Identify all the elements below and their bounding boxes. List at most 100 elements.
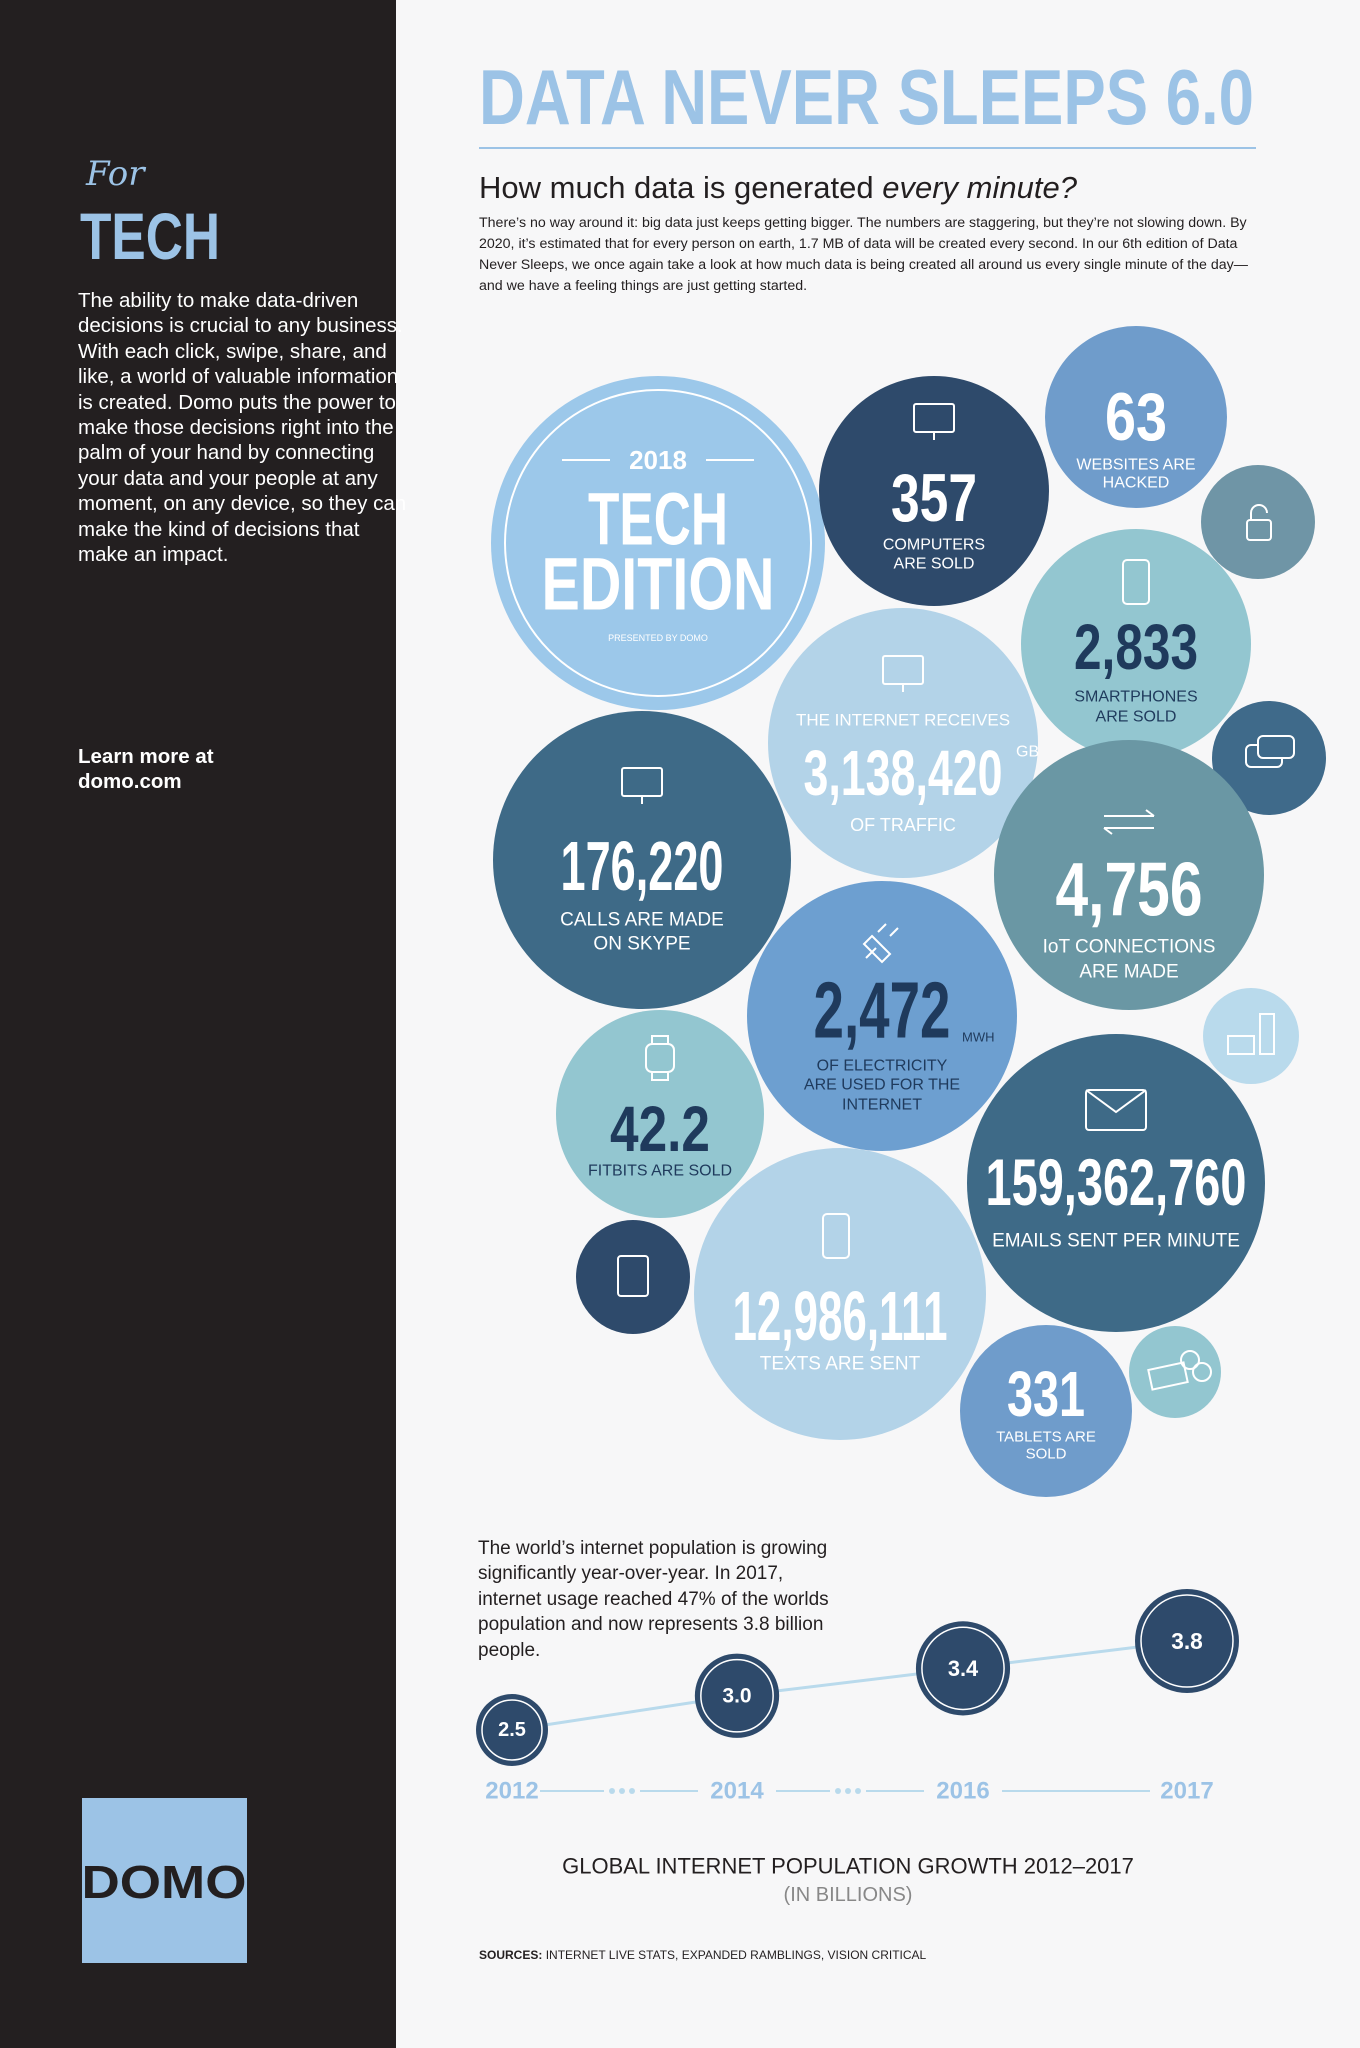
stat-label: TEXTS ARE SENT <box>760 1354 921 1375</box>
stat-label: IoT CONNECTIONS <box>1043 937 1216 958</box>
stat-circle <box>694 1148 986 1440</box>
year-label: 2017 <box>1160 1778 1213 1805</box>
growth-ring <box>1140 1594 1234 1688</box>
rule-dot <box>609 1788 615 1794</box>
stat-label: ARE SOLD <box>894 556 975 573</box>
lock-icon <box>1246 519 1272 541</box>
stat-label: ON SKYPE <box>593 934 690 955</box>
icon <box>651 1035 669 1081</box>
stat-label: FITBITS ARE SOLD <box>588 1163 732 1180</box>
year-label: 2012 <box>485 1778 538 1805</box>
stat-label: CALLS ARE MADE <box>560 910 724 931</box>
stat-circle <box>493 711 791 1009</box>
sources: SOURCES: INTERNET LIVE STATS, EXPANDED R… <box>479 1948 927 1962</box>
sidebar-title: TECH <box>80 199 220 273</box>
stat-label: INTERNET <box>842 1097 922 1114</box>
stat-label: ARE SOLD <box>1096 709 1177 726</box>
stat-circle <box>1045 326 1227 508</box>
growth-ring <box>481 1699 543 1761</box>
desktop-icon <box>1259 1013 1275 1055</box>
stat-label: ARE USED FOR THE <box>804 1077 960 1094</box>
subtitle-emphasis: every minute? <box>882 170 1077 205</box>
rule-dot <box>835 1788 841 1794</box>
rule-dot <box>845 1788 851 1794</box>
icon <box>862 923 899 964</box>
stat-number: 63 <box>1105 379 1167 455</box>
sidebar-bg <box>0 0 396 2048</box>
stat-circle <box>768 608 1038 878</box>
stat-pre: THE INTERNET RECEIVES <box>796 711 1010 730</box>
growth-point <box>476 1694 548 1766</box>
stat-label: COMPUTERS <box>883 537 985 554</box>
chart-title: GLOBAL INTERNET POPULATION GROWTH 2012–2… <box>562 1854 1134 1879</box>
lock-circle <box>1201 465 1315 579</box>
subtitle: How much data is generated every minute? <box>479 170 1078 205</box>
stat-circle <box>819 376 1049 606</box>
stat-number: 176,220 <box>561 827 724 905</box>
main-title: DATA NEVER SLEEPS 6.0 <box>479 53 1254 141</box>
sources-label: SOURCES: <box>479 1948 542 1962</box>
stat-circle <box>556 1010 764 1218</box>
chart-subtitle: (IN BILLIONS) <box>784 1884 913 1906</box>
stat-circle <box>994 740 1264 1010</box>
icon <box>1085 1089 1147 1114</box>
growth-ring <box>921 1626 1005 1711</box>
stat-circle <box>1021 529 1251 759</box>
badge-year: 2018 <box>629 445 687 475</box>
icon <box>1103 809 1155 835</box>
stat-label: SOLD <box>1026 1446 1067 1463</box>
subtitle-text: How much data is generated <box>479 170 874 205</box>
tablet-icon <box>617 1255 649 1297</box>
money-icon <box>1180 1350 1200 1370</box>
money-circle <box>1129 1326 1221 1418</box>
stat-number: 357 <box>891 460 977 536</box>
stat-label: SMARTPHONES <box>1074 689 1197 706</box>
growth-label: 3.8 <box>1171 1628 1203 1654</box>
tablet-circle <box>576 1220 690 1334</box>
stat-label: OF ELECTRICITY <box>817 1058 948 1075</box>
rule-dot <box>629 1788 635 1794</box>
badge-ring <box>504 389 812 697</box>
stat-unit: GB <box>1016 744 1039 761</box>
badge-line1: TECH <box>588 478 728 561</box>
badge-line2: EDITION <box>542 543 775 626</box>
stat-number: 12,986,111 <box>733 1277 948 1355</box>
stat-label: WEBSITES ARE <box>1076 457 1195 474</box>
growth-line <box>511 1639 1188 1732</box>
intro: There’s no way around it: big data just … <box>479 215 1248 294</box>
growth-label: 3.4 <box>948 1656 979 1681</box>
logo: DOMO <box>82 1856 247 1908</box>
growth-point <box>915 1621 1011 1716</box>
money-icon <box>1192 1362 1212 1382</box>
for-label: For <box>85 154 146 194</box>
stat-label: HACKED <box>1103 475 1170 492</box>
stat-circle <box>967 1034 1265 1332</box>
rule-dot <box>619 1788 625 1794</box>
stat-number: 2,833 <box>1074 611 1198 683</box>
population-text: The world’s internet population is growi… <box>478 1538 829 1661</box>
year-label: 2014 <box>710 1778 764 1805</box>
stat-number: 3,138,420 <box>804 737 1003 809</box>
learn-more[interactable]: Learn more at domo.com <box>78 745 214 794</box>
stat-label: OF TRAFFIC <box>850 815 956 835</box>
money-icon <box>1147 1361 1189 1391</box>
stat-number: 331 <box>1007 1358 1085 1430</box>
stat-circle <box>960 1325 1132 1497</box>
growth-point <box>694 1653 780 1738</box>
sources-text: INTERNET LIVE STATS, EXPANDED RAMBLINGS,… <box>546 1948 927 1962</box>
icon <box>645 1043 675 1073</box>
growth-ring <box>700 1658 774 1733</box>
lock-icon <box>1250 504 1268 520</box>
stat-circle <box>747 881 1017 1151</box>
stat-label: TABLETS ARE <box>996 1429 1096 1446</box>
stat-number: 4,756 <box>1056 848 1203 933</box>
growth-label: 2.5 <box>498 1719 526 1741</box>
stat-number: 2,472 <box>814 966 951 1055</box>
stat-number: 159,362,760 <box>986 1145 1247 1219</box>
year-label: 2016 <box>936 1778 989 1805</box>
stat-label: EMAILS SENT PER MINUTE <box>992 1231 1240 1252</box>
rule-dot <box>855 1788 861 1794</box>
badge-presented: PRESENTED BY DOMO <box>608 633 708 643</box>
